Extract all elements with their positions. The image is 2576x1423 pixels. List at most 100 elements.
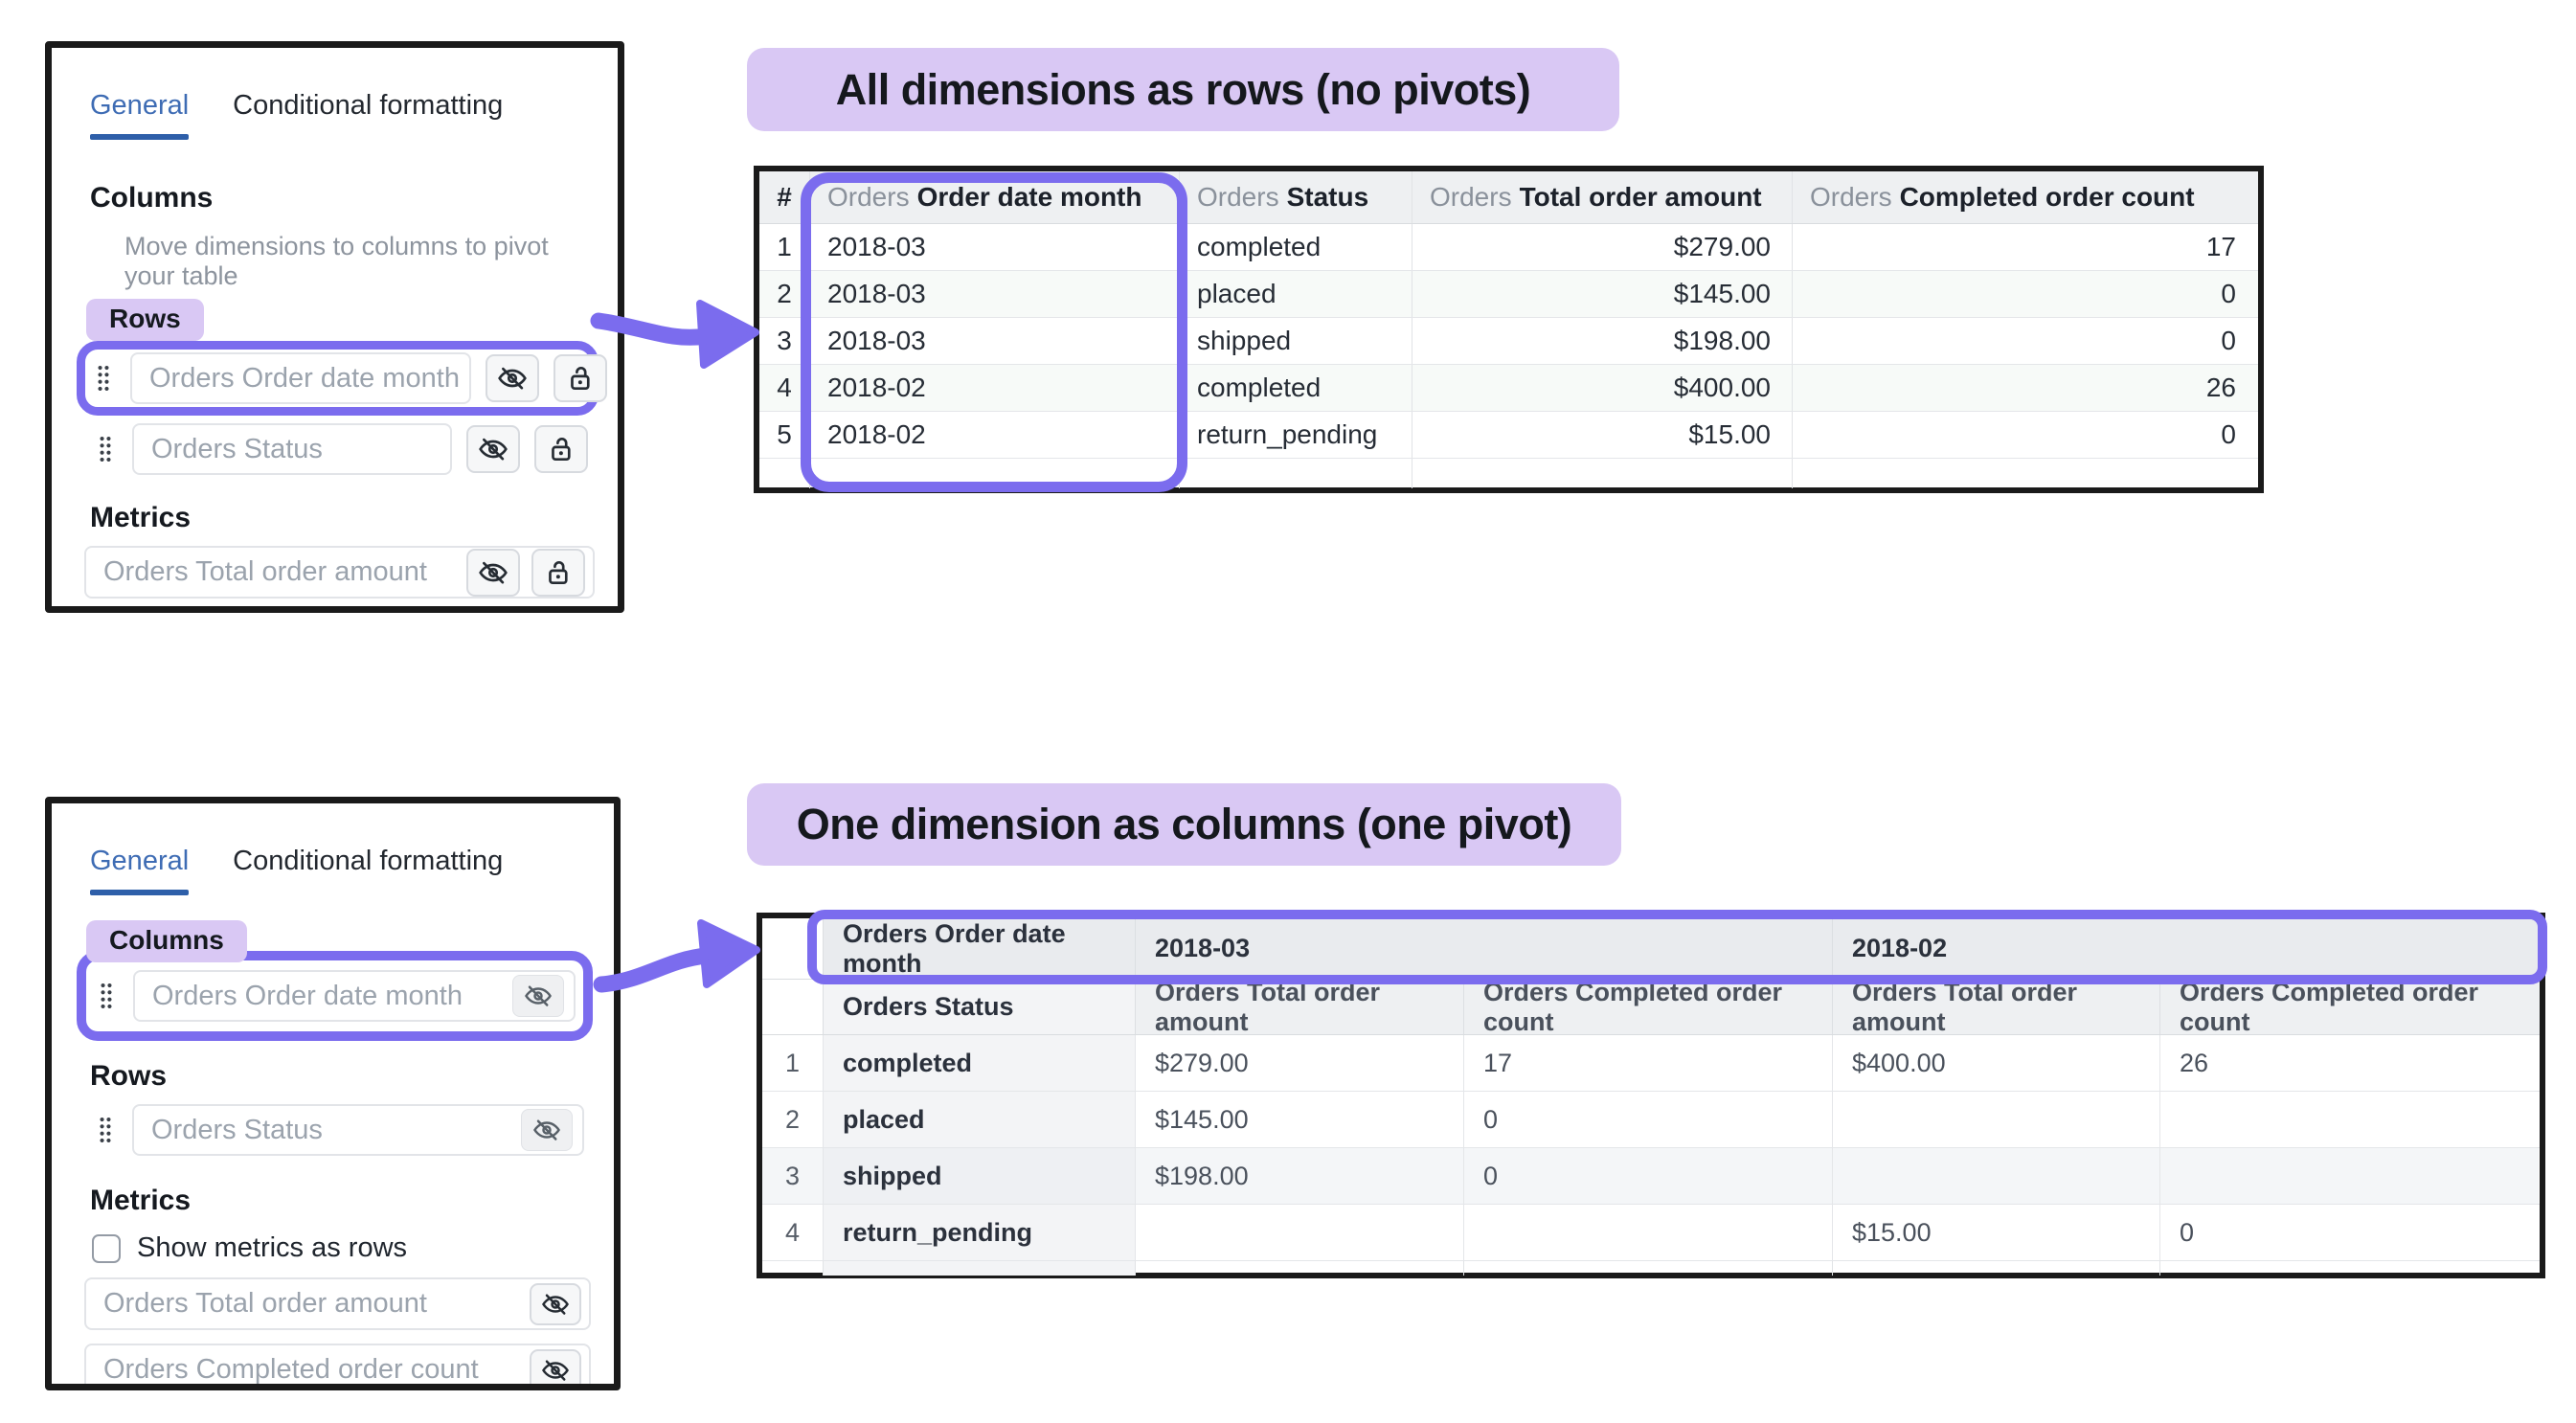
status-cell: placed	[1180, 271, 1412, 317]
rows-field-input[interactable]: Orders Status	[132, 423, 452, 475]
month-cell: 2018-02	[810, 412, 1180, 458]
metrics-heading: Metrics	[90, 502, 192, 533]
lock-field-button[interactable]	[534, 425, 588, 473]
tab-conditional-formatting[interactable]: Conditional formatting	[233, 90, 503, 134]
eye-off-icon	[498, 367, 527, 390]
rows-field-input[interactable]: Orders Status	[132, 1104, 584, 1156]
eye-off-icon	[479, 438, 508, 461]
hide-field-button[interactable]	[530, 1348, 581, 1384]
row-number-cell: 1	[759, 224, 810, 270]
eye-off-icon	[533, 1119, 560, 1141]
rows-heading: Rows	[90, 1060, 168, 1092]
column-header-total-order-amount: Orders Total order amount	[1136, 980, 1464, 1034]
status-cell: placed	[824, 1092, 1136, 1147]
row-number-header-cell	[762, 918, 824, 979]
show-metrics-as-rows-checkbox[interactable]	[92, 1233, 121, 1263]
show-metrics-as-rows-option[interactable]: Show metrics as rows	[84, 1232, 591, 1264]
amount-cell: $15.00	[1833, 1205, 2160, 1260]
table-header-row: Orders Status Orders Total order amount …	[762, 980, 2540, 1035]
section-title-no-pivots: All dimensions as rows (no pivots)	[747, 48, 1619, 131]
status-cell: return_pending	[824, 1205, 1136, 1260]
row-number-cell: 3	[759, 318, 810, 364]
hide-field-button[interactable]	[466, 425, 520, 473]
rows-field-status[interactable]: Orders Status	[84, 423, 595, 475]
columns-field-order-date-month[interactable]: Orders Order date month	[94, 970, 576, 1022]
eye-off-icon	[542, 1293, 569, 1315]
active-tab-underline	[90, 890, 190, 895]
hide-field-button[interactable]	[466, 548, 520, 597]
table-row: 2 placed $145.00 0	[762, 1092, 2540, 1148]
tab-general[interactable]: General	[90, 90, 190, 140]
metric-field-completed-order-count[interactable]: Orders Completed order count	[84, 612, 595, 613]
amount-cell	[1833, 1092, 2160, 1147]
rows-field-order-date-month[interactable]: Orders Order date month	[91, 352, 607, 404]
tab-conditional-formatting-label: Conditional formatting	[233, 90, 504, 121]
lock-field-button[interactable]	[531, 548, 585, 597]
count-cell: 17	[2205, 232, 2236, 261]
active-tab-underline	[90, 134, 190, 140]
status-cell: shipped	[824, 1148, 1136, 1204]
row-number-cell: 4	[762, 1205, 824, 1260]
count-cell: 0	[1464, 1092, 1833, 1147]
column-header-row-number: #	[759, 171, 810, 223]
section-title-text: One dimension as columns (one pivot)	[796, 800, 1572, 848]
month-cell: 2018-02	[810, 365, 1180, 411]
amount-cell: $198.00	[1412, 318, 1793, 364]
table-header-row: # Orders Order date month Orders Status Or…	[759, 171, 2258, 224]
rows-field-status[interactable]: Orders Status	[84, 1104, 591, 1156]
status-cell: shipped	[1180, 318, 1412, 364]
metric-field-value: Orders Completed order count	[103, 1354, 479, 1385]
amount-cell: $400.00	[1833, 1035, 2160, 1091]
drag-handle-icon[interactable]	[94, 982, 119, 1010]
table-settings-panel-bottom: General Conditional formatting Columns O…	[45, 797, 621, 1390]
rows-field-value: Orders Order date month	[149, 362, 460, 394]
pivot-dimension-label-cell: Orders Order date month	[824, 918, 1136, 979]
section-title-text: All dimensions as rows (no pivots)	[835, 64, 1531, 114]
pivot-header-row: Orders Order date month 2018-03 2018-02	[762, 918, 2540, 980]
amount-cell: $145.00	[1136, 1092, 1464, 1147]
columns-field-input[interactable]: Orders Order date month	[133, 970, 576, 1022]
metrics-heading: Metrics	[90, 1185, 192, 1216]
month-cell: 2018-03	[810, 271, 1180, 317]
month-cell: 2018-03	[810, 318, 1180, 364]
hide-field-button[interactable]	[530, 1282, 581, 1325]
metric-field-completed-order-count[interactable]: Orders Completed order count	[84, 1344, 591, 1385]
pivot-value-2018-02-cell: 2018-02	[1852, 934, 1948, 962]
column-header-status: Orders Status	[824, 980, 1136, 1034]
hide-field-button[interactable]	[521, 1109, 573, 1151]
table-row: 4 return_pending $15.00 0	[762, 1205, 2540, 1261]
column-header-completed-order-count: Orders Completed order count	[1464, 980, 1833, 1034]
columns-heading: Columns	[90, 182, 214, 214]
amount-cell: $15.00	[1412, 412, 1793, 458]
count-cell: 26	[2205, 373, 2236, 402]
table-row: 4 2018-02 completed $400.00 26	[759, 365, 2258, 412]
hide-field-button[interactable]	[485, 354, 539, 402]
tab-conditional-formatting[interactable]: Conditional formatting	[233, 846, 503, 890]
lock-field-button[interactable]	[553, 354, 607, 402]
metric-field-value: Orders Total order amount	[103, 556, 427, 587]
drag-handle-icon[interactable]	[91, 364, 116, 393]
tab-conditional-formatting-label: Conditional formatting	[233, 846, 504, 876]
unlock-icon	[552, 438, 571, 461]
tab-general[interactable]: General	[90, 846, 190, 895]
drag-handle-icon[interactable]	[93, 1116, 118, 1144]
highlight-ring-rows-field: Orders Order date month	[77, 341, 607, 416]
row-number-cell: 2	[762, 1092, 824, 1147]
metric-field-total-order-amount[interactable]: Orders Total order amount	[84, 546, 595, 599]
drag-handle-icon[interactable]	[93, 435, 118, 463]
flat-results-table: # Orders Order date month Orders Status Or…	[754, 166, 2264, 493]
table-empty-strip	[759, 459, 2258, 488]
columns-field-value: Orders Order date month	[152, 980, 463, 1011]
amount-cell: $279.00	[1136, 1035, 1464, 1091]
column-header-completed-order-count: Orders Completed order count	[2180, 980, 2479, 1034]
show-metrics-as-rows-label: Show metrics as rows	[137, 1232, 408, 1263]
metric-field-total-order-amount[interactable]: Orders Total order amount	[84, 1277, 591, 1330]
month-cell: 2018-03	[810, 224, 1180, 270]
rows-field-input[interactable]: Orders Order date month	[130, 352, 471, 404]
hide-field-button[interactable]	[512, 975, 564, 1017]
amount-cell: $198.00	[1136, 1148, 1464, 1204]
amount-cell	[1136, 1205, 1464, 1260]
section-title-one-pivot: One dimension as columns (one pivot)	[747, 783, 1621, 866]
tab-general-label: General	[90, 846, 190, 876]
table-row: 3 shipped $198.00 0	[762, 1148, 2540, 1205]
